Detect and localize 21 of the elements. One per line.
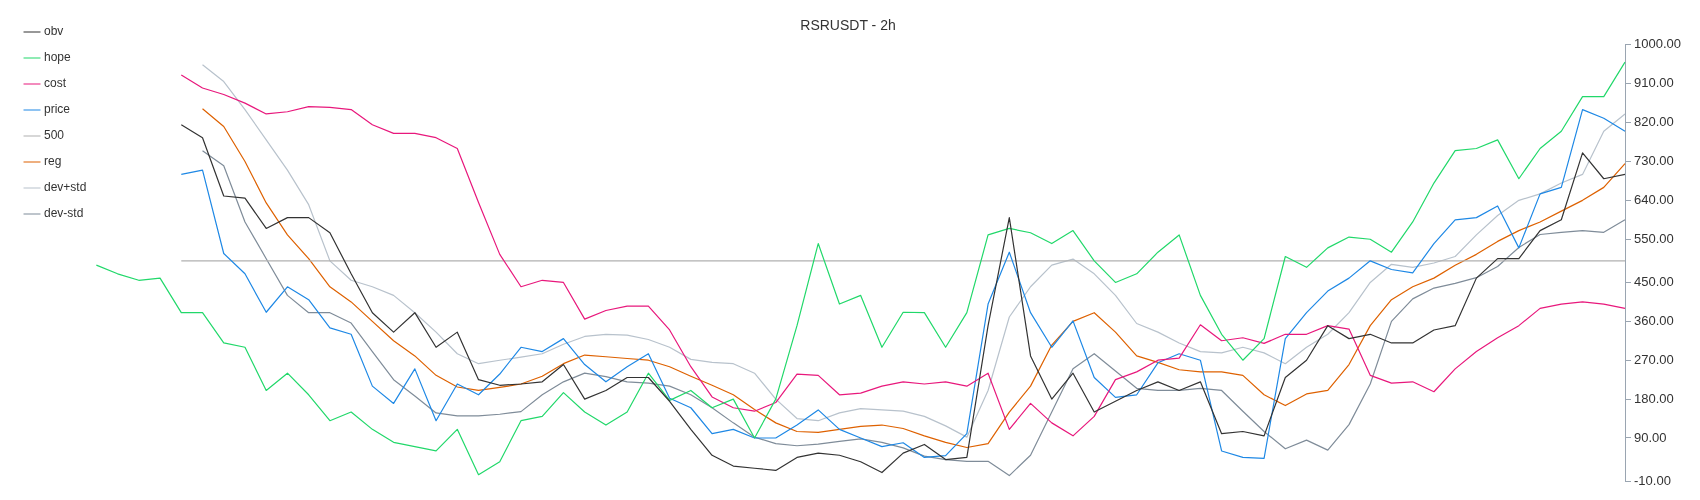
y-tick-label: 820.00 bbox=[1634, 114, 1674, 130]
y-tick-label: 910.00 bbox=[1634, 75, 1674, 91]
y-tick-label: 90.00 bbox=[1634, 429, 1667, 445]
y-tick-label: 270.00 bbox=[1634, 351, 1674, 367]
y-tick-label: -10.00 bbox=[1634, 472, 1671, 488]
legend-label: dev+std bbox=[44, 180, 87, 195]
legend-label: reg bbox=[44, 154, 62, 169]
legend-label: cost bbox=[44, 76, 67, 91]
legend-label: 500 bbox=[44, 128, 65, 143]
y-tick-label: 360.00 bbox=[1634, 312, 1674, 328]
legend-label: price bbox=[44, 102, 71, 117]
legend-label: obv bbox=[44, 24, 64, 39]
y-tick-label: 180.00 bbox=[1634, 390, 1674, 406]
legend-label: dev-std bbox=[44, 206, 84, 221]
y-tick-label: 1000.00 bbox=[1634, 36, 1682, 52]
y-tick-label: 730.00 bbox=[1634, 153, 1674, 169]
chart-title: RSRUSDT - 2h bbox=[800, 17, 896, 34]
y-tick-label: 640.00 bbox=[1634, 191, 1674, 207]
y-tick-label: 450.00 bbox=[1634, 274, 1674, 290]
legend-label: hope bbox=[44, 50, 72, 65]
y-tick-label: 550.00 bbox=[1634, 230, 1674, 246]
